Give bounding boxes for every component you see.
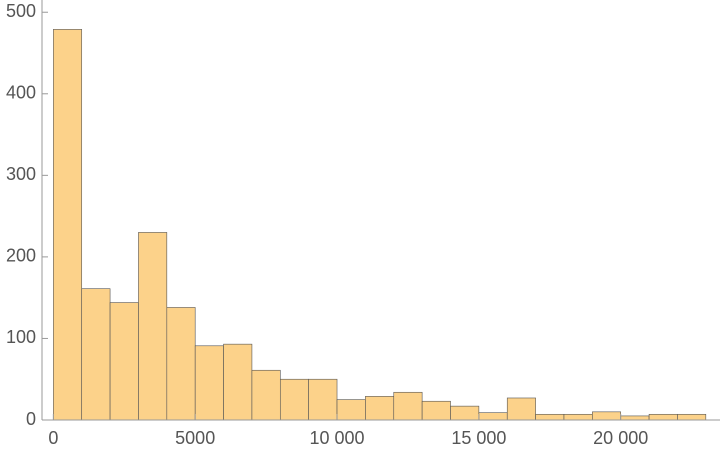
bar (223, 343, 253, 421)
bar (450, 405, 480, 421)
x-tick-label: 10 000 (309, 428, 364, 448)
bar (648, 413, 678, 421)
y-tick-label: 400 (6, 83, 36, 103)
bar (421, 400, 451, 421)
bar (336, 399, 366, 421)
x-tick-label: 20 000 (593, 428, 648, 448)
bar (138, 232, 168, 421)
bar (109, 302, 139, 421)
bar (592, 411, 622, 421)
y-tick-label: 500 (6, 1, 36, 21)
y-tick-label: 0 (26, 409, 36, 429)
bar (506, 397, 536, 421)
bar (308, 378, 338, 421)
bar (53, 29, 83, 421)
x-tick-label: 15 000 (451, 428, 506, 448)
bar (393, 391, 423, 421)
bar (279, 378, 309, 421)
y-tick-label: 200 (6, 246, 36, 266)
bar (677, 413, 707, 421)
bar (535, 413, 565, 421)
bar (563, 413, 593, 421)
x-tick-label: 0 (48, 428, 58, 448)
x-tick-label: 5000 (175, 428, 215, 448)
bar (620, 415, 650, 421)
y-tick-label: 300 (6, 164, 36, 184)
bar (81, 288, 111, 421)
bar (166, 307, 196, 421)
bar (365, 396, 395, 421)
bar (478, 412, 508, 421)
bar (251, 369, 281, 421)
bar (194, 345, 224, 421)
y-tick-label: 100 (6, 327, 36, 347)
